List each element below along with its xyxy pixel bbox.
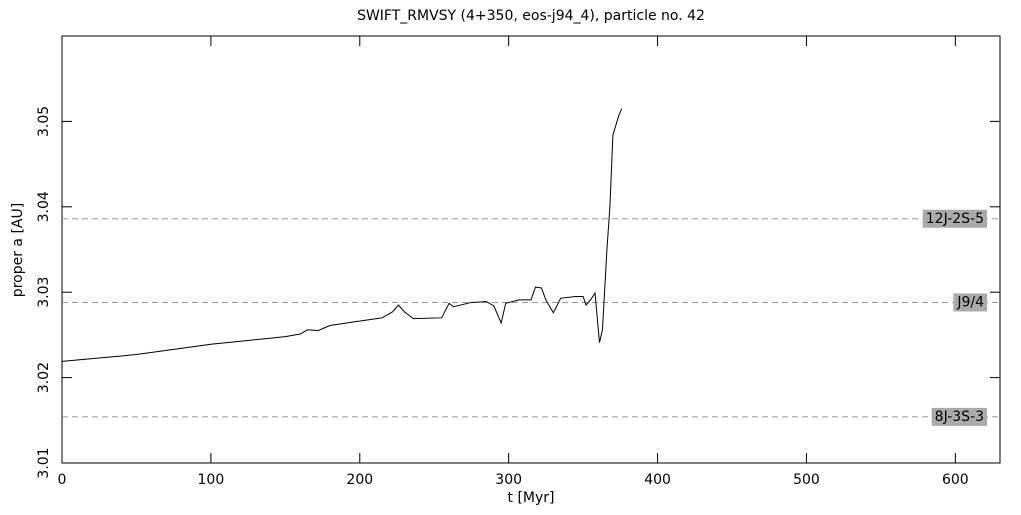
y-tick-label: 3.04: [36, 191, 52, 222]
resonance-label: 12J-2S-5: [926, 211, 984, 227]
resonance-label-bg: [931, 407, 987, 426]
resonance-label: 8J-3S-3: [935, 409, 984, 425]
x-tick-label: 300: [495, 472, 522, 488]
y-tick-label: 3.02: [36, 362, 52, 393]
x-axis-label: t [Myr]: [508, 490, 555, 506]
chart-title: SWIFT_RMVSY (4+350, eos-j94_4), particle…: [357, 8, 705, 24]
x-tick-label: 200: [346, 472, 373, 488]
x-tick-label: 100: [198, 472, 225, 488]
x-tick-label: 600: [942, 472, 969, 488]
y-tick-label: 3.03: [36, 277, 52, 308]
y-axis-label: proper a [AU]: [10, 203, 26, 297]
y-tick-label: 3.01: [36, 447, 52, 478]
resonance-label-bg: [953, 293, 988, 312]
x-tick-label: 500: [793, 472, 820, 488]
y-tick-label: 3.05: [36, 106, 52, 137]
plot-frame: [61, 35, 1001, 464]
x-tick-label: 400: [644, 472, 671, 488]
resonance-label: J9/4: [956, 294, 984, 310]
data-line: [61, 108, 623, 362]
x-tick-label: 0: [58, 472, 67, 488]
resonance-label-bg: [922, 209, 987, 228]
